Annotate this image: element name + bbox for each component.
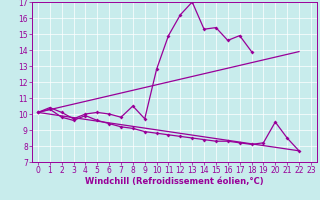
X-axis label: Windchill (Refroidissement éolien,°C): Windchill (Refroidissement éolien,°C) [85,177,264,186]
